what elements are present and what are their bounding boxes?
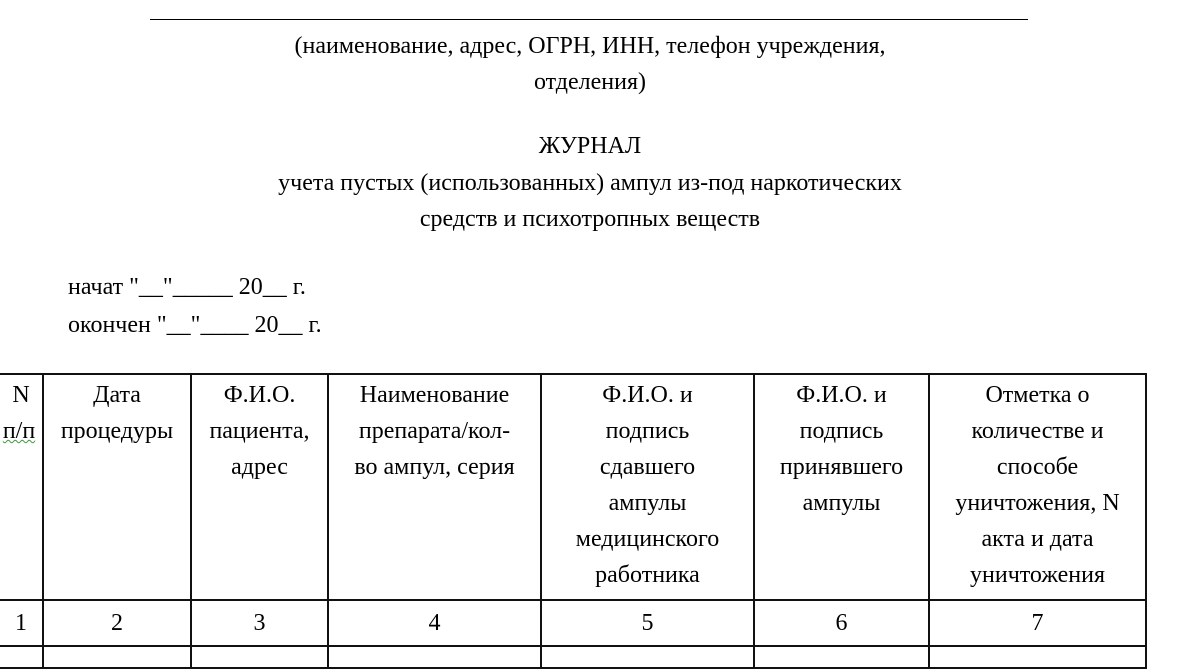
- header-cell-destruction: Отметка о количестве и способе уничтожения,…: [928, 373, 1147, 601]
- header-text-line: Ф.И.О. и: [602, 382, 693, 408]
- subtitle-line1: учета пустых (использованных) ампул из-п…: [278, 170, 902, 196]
- header-text-line: Ф.И.О. и: [796, 382, 887, 408]
- column-number: 7: [928, 599, 1147, 647]
- empty-cell[interactable]: [753, 645, 930, 669]
- header-text-line: препарата/кол-: [358, 418, 511, 444]
- column-number: 5: [540, 599, 755, 647]
- header-text-line: ампулы: [802, 490, 881, 516]
- header-text-line: уничтожения, N: [955, 490, 1120, 516]
- empty-cell[interactable]: [540, 645, 755, 669]
- header-text-line: N: [12, 382, 30, 408]
- header-text-line: подпись: [605, 418, 690, 444]
- document-title: ЖУРНАЛ: [538, 133, 642, 159]
- header-cell-drug: Наименование препарата/кол-во ампул, сери…: [327, 373, 542, 601]
- subtitle-line2: средств и психотропных веществ: [419, 206, 761, 232]
- org-caption-line2: отделения): [533, 69, 647, 95]
- header-cell-date: Дата процедуры: [42, 373, 192, 601]
- journal-dates: начат "__"_____ 20__ г. окончен "__"____ …: [68, 268, 322, 344]
- header-text-line: адрес: [231, 454, 288, 480]
- empty-cell[interactable]: [0, 645, 44, 669]
- empty-cell[interactable]: [42, 645, 192, 669]
- header-text-line: п/п: [2, 418, 36, 444]
- header-text-line: способе: [996, 454, 1079, 480]
- column-number: 6: [753, 599, 930, 647]
- header-cell-received: Ф.И.О. и подпись принявшего ампулы: [753, 373, 930, 601]
- empty-cell[interactable]: [190, 645, 329, 669]
- started-date: начат "__"_____ 20__ г.: [68, 274, 306, 300]
- header-cell-patient: Ф.И.О. пациента, адрес: [190, 373, 329, 601]
- header-text-line: сдавшего: [599, 454, 696, 480]
- header-cell-handed-over: Ф.И.О. и подпись сдавшего ампулы медицинског…: [540, 373, 755, 601]
- org-caption: (наименование, адрес, ОГРН, ИНН, телефон…: [0, 28, 1180, 100]
- document-subtitle: учета пустых (использованных) ампул из-п…: [0, 165, 1180, 237]
- header-text-line: принявшего: [779, 454, 904, 480]
- column-number: 3: [190, 599, 329, 647]
- column-number: 1: [0, 599, 44, 647]
- empty-row: [0, 645, 1147, 669]
- header-text-line: подпись: [799, 418, 884, 444]
- column-number: 2: [42, 599, 192, 647]
- org-signature-line: [150, 19, 1028, 20]
- column-number: 4: [327, 599, 542, 647]
- column-number-row: 1 2 3 4 5 6 7: [0, 599, 1147, 647]
- header-text-line: Ф.И.О.: [223, 382, 296, 408]
- header-text-line: ампулы: [608, 490, 687, 516]
- header-text-line: Наименование: [359, 382, 510, 408]
- empty-cell[interactable]: [327, 645, 542, 669]
- header-text-line: Отметка о: [985, 382, 1090, 408]
- header-text-line: медицинского: [575, 526, 720, 552]
- header-text-line: процедуры: [60, 418, 174, 444]
- header-text-line: уничтожения: [970, 562, 1105, 588]
- header-text-line: количестве и: [971, 418, 1104, 444]
- header-text-line: пациента,: [209, 418, 310, 444]
- header-text-line: во ампул, серия: [354, 454, 515, 480]
- finished-date: окончен "__"____ 20__ г.: [68, 312, 322, 338]
- header-text-line: Дата: [93, 382, 141, 408]
- header-text-line: акта и дата: [981, 526, 1094, 552]
- empty-cell[interactable]: [928, 645, 1147, 669]
- header-text-line: работника: [595, 562, 700, 588]
- org-caption-line1: (наименование, адрес, ОГРН, ИНН, телефон…: [294, 33, 886, 59]
